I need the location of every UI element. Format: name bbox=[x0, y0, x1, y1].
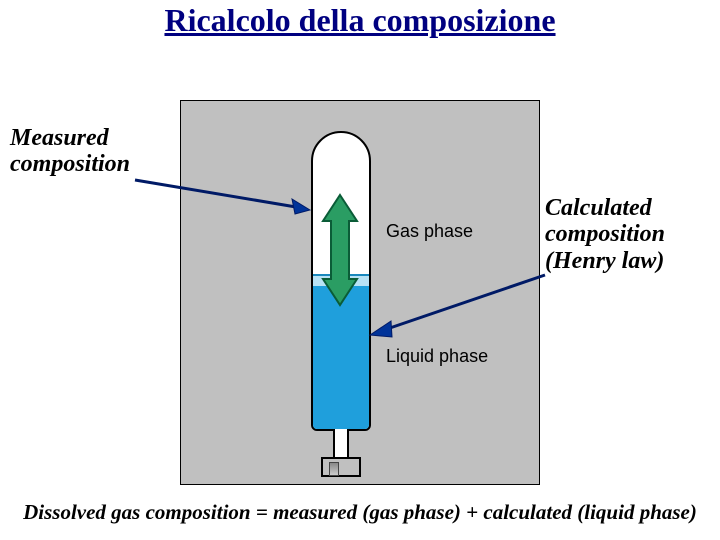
equation-text: Dissolved gas composition = measured (ga… bbox=[0, 500, 720, 525]
diagram-panel: Gas phase Liquid phase bbox=[180, 100, 540, 485]
liquid-phase-fill bbox=[313, 274, 369, 429]
measured-annotation: Measuredcomposition bbox=[10, 125, 130, 178]
test-tube bbox=[311, 131, 371, 431]
liquid-phase-label: Liquid phase bbox=[386, 346, 488, 367]
calculated-annotation: Calculatedcomposition(Henry law) bbox=[545, 195, 665, 274]
gas-phase-label: Gas phase bbox=[386, 221, 473, 242]
tube-stem bbox=[333, 429, 349, 459]
tube-base bbox=[321, 457, 361, 477]
page-title: Ricalcolo della composizione bbox=[0, 2, 720, 39]
